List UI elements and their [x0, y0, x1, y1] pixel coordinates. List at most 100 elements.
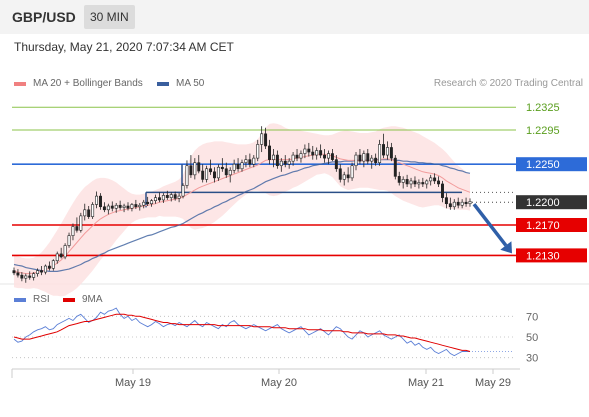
x-axis-label: May 29	[475, 377, 511, 389]
candle-body-down	[437, 180, 441, 185]
rsi-series-9ma	[13, 313, 471, 352]
candle	[134, 199, 138, 210]
candle-body-down	[319, 150, 323, 156]
candle	[268, 139, 271, 165]
candle-body-up	[303, 148, 307, 154]
candle	[385, 141, 389, 160]
candle-body-up	[150, 200, 154, 205]
instrument-title: GBP/USD	[12, 9, 76, 25]
candle-body-down	[334, 159, 338, 170]
candle-body-down	[248, 159, 252, 165]
candle-body-up	[36, 270, 40, 274]
candle	[142, 199, 146, 209]
candle	[338, 164, 342, 183]
candle	[43, 264, 47, 275]
level-label-0: 1.2325	[526, 102, 560, 114]
rsi-swatch	[14, 297, 26, 302]
candle-body-up	[299, 153, 303, 159]
level-box-3	[516, 218, 587, 232]
candle	[154, 194, 157, 204]
candle	[271, 149, 275, 168]
candle-body-down	[382, 144, 385, 156]
candle	[468, 198, 472, 207]
candle	[311, 145, 315, 160]
candle-body-down	[59, 253, 63, 258]
candle-body-down	[47, 265, 51, 269]
candle-body-down	[75, 226, 79, 231]
level-label-4: 1.2130	[526, 250, 560, 262]
candle	[224, 162, 228, 178]
candle-body-up	[385, 147, 389, 156]
candle-body-down	[126, 205, 130, 209]
legend-ma50: MA 50	[157, 78, 204, 89]
candle-body-down	[330, 153, 334, 160]
candle-body-up	[32, 273, 36, 278]
candle	[201, 164, 205, 183]
candle	[366, 149, 370, 165]
candle	[378, 139, 382, 166]
candle-body-down	[197, 162, 201, 172]
candle-body-down	[110, 205, 114, 209]
candle	[330, 149, 334, 162]
candle	[51, 259, 55, 271]
candle	[130, 202, 134, 212]
candle-body-down	[421, 182, 425, 185]
candle	[382, 133, 385, 159]
candle	[307, 142, 311, 157]
legend-ma20-label: MA 20 + Bollinger Bands	[33, 78, 143, 89]
candle	[350, 162, 354, 181]
candle	[110, 201, 114, 212]
candle	[456, 197, 460, 209]
candle	[169, 192, 173, 202]
candle	[429, 174, 433, 186]
candle-body-up	[468, 201, 472, 205]
candle-body-up	[83, 209, 87, 217]
timeframe-button[interactable]: 30 MIN	[84, 5, 135, 29]
candle-body-down	[165, 195, 169, 198]
candle-body-up	[91, 204, 95, 217]
candle	[165, 190, 169, 200]
candle-body-up	[142, 201, 146, 206]
legend-ma20: MA 20 + Bollinger Bands	[14, 78, 143, 89]
candle	[256, 139, 260, 162]
candle	[102, 202, 106, 213]
candle-body-up	[429, 177, 433, 182]
candle-body-down	[28, 275, 32, 278]
forecast-arrow-head	[500, 241, 512, 254]
rsi-tick-label: 70	[526, 311, 538, 323]
candle	[358, 149, 362, 165]
candle	[275, 150, 279, 169]
candle-body-down	[40, 270, 43, 273]
candle-body-up	[114, 204, 118, 209]
candle	[16, 269, 20, 278]
candle-body-up	[350, 165, 354, 179]
candle	[47, 261, 51, 271]
candle	[63, 243, 67, 260]
candle-body-up	[205, 168, 209, 180]
candle	[327, 150, 330, 165]
candle	[393, 155, 397, 180]
candle	[433, 173, 437, 184]
candle-body-up	[216, 166, 220, 179]
candle-body-up	[130, 204, 134, 209]
candle	[12, 267, 16, 276]
candle	[173, 191, 177, 201]
candle-body-down	[134, 204, 138, 208]
candle	[59, 247, 63, 259]
candle	[40, 266, 43, 276]
candle	[291, 152, 295, 166]
candle	[417, 179, 421, 189]
candle-body-up	[362, 153, 366, 162]
candle	[283, 155, 287, 168]
candle	[228, 167, 232, 183]
candle-body-up	[106, 205, 110, 211]
candle	[150, 199, 154, 207]
legend-rsi: RSI	[14, 294, 50, 305]
candle-body-down	[444, 197, 448, 205]
candle-body-down	[12, 270, 16, 274]
candle-body-down	[209, 168, 213, 173]
candle-body-up	[161, 195, 165, 201]
candle	[181, 183, 185, 199]
candle-body-down	[264, 133, 268, 147]
level-label-2: 1.2250	[526, 159, 560, 171]
